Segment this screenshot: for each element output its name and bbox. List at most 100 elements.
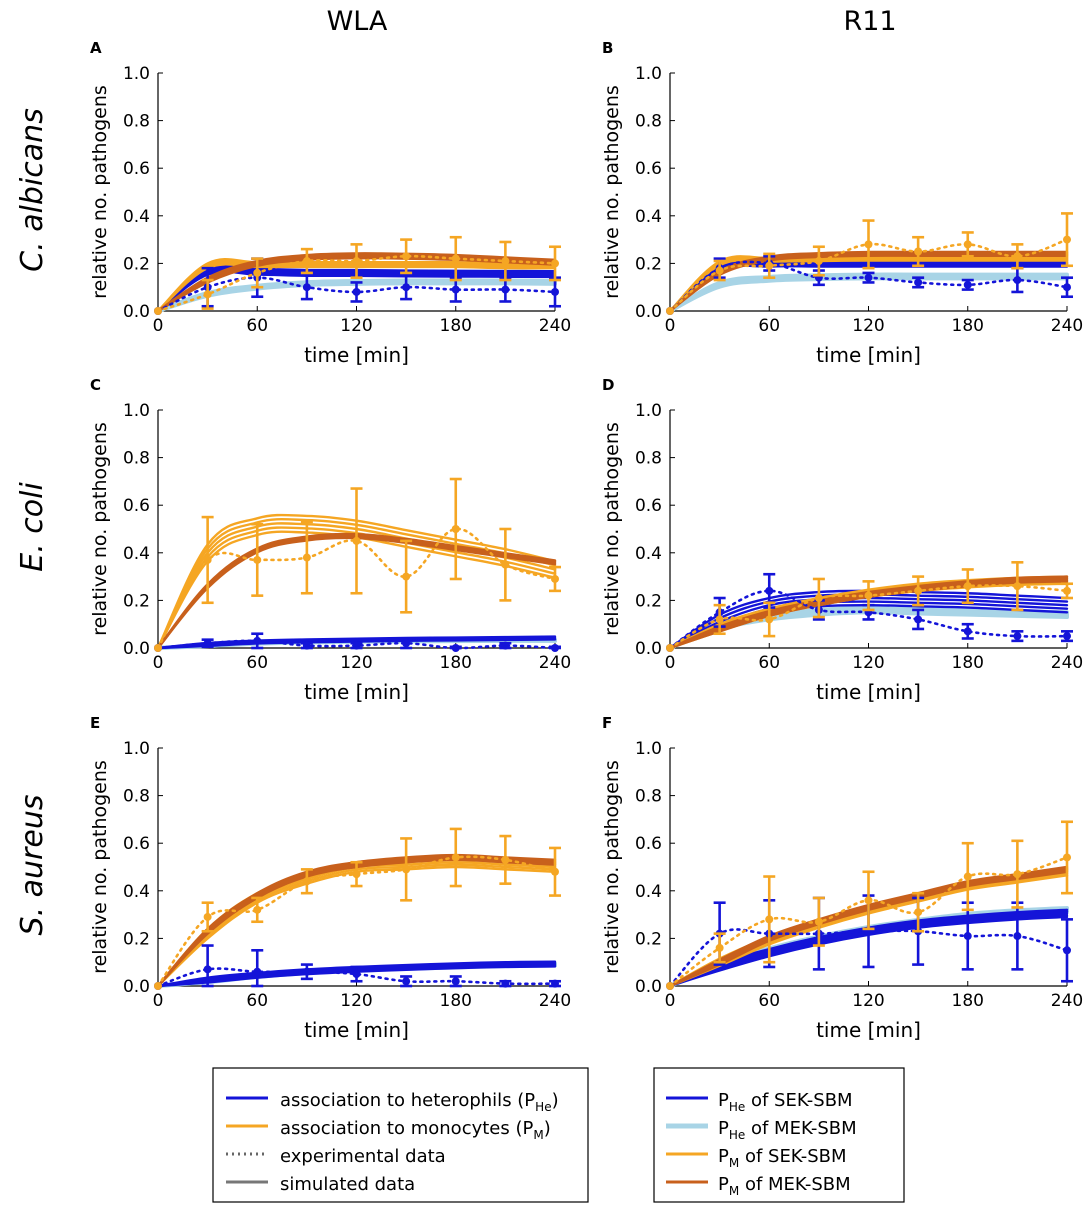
data-point-e-monocytes (352, 870, 361, 879)
x-tick-label-a: 0 (153, 316, 164, 336)
data-point-d-monocytes (814, 594, 823, 603)
data-point-c-monocytes (551, 574, 559, 583)
data-point-a-heterophils (551, 287, 559, 296)
panel-letter-b: B (602, 39, 613, 57)
y-tick-label-d: 0.8 (635, 449, 662, 469)
x-tick-label-d: 240 (1051, 653, 1083, 673)
exp-line-f-heterophils (668, 928, 1069, 988)
y-tick-label-b: 0.8 (635, 112, 662, 132)
data-point-e-monocytes (203, 912, 212, 921)
legend-left-label-3: simulated data (280, 1174, 415, 1195)
data-point-c-monocytes (253, 555, 262, 564)
legend-right-frame (653, 1067, 905, 1203)
data-point-d-monocytes (715, 615, 724, 624)
data-point-origin-b-monocytes (666, 307, 674, 315)
data-point-b-monocytes (1013, 252, 1022, 261)
data-point-f-monocytes (1063, 853, 1071, 862)
x-tick-label-e: 240 (539, 991, 571, 1011)
row-label-s-aureus: S. aureus (15, 795, 50, 936)
data-point-a-heterophils (501, 285, 510, 294)
x-tick-label-a: 180 (440, 316, 472, 336)
x-tick-label-c: 0 (153, 653, 164, 673)
data-point-c-heterophils (451, 644, 460, 652)
data-point-origin-e-monocytes (154, 982, 162, 990)
panel-letter-a: A (90, 39, 102, 57)
data-point-b-heterophils (1063, 283, 1071, 292)
y-tick-label-c: 0.8 (123, 449, 150, 469)
row-label-e-coli: E. coli (15, 482, 50, 572)
data-point-b-monocytes (1063, 235, 1071, 244)
x-tick-label-c: 60 (246, 653, 268, 673)
panel-letter-f: F (602, 714, 612, 732)
data-point-d-monocytes (914, 586, 923, 595)
data-point-d-heterophils (914, 615, 923, 624)
data-point-e-monocytes (402, 865, 411, 874)
x-tick-label-d: 120 (852, 653, 884, 673)
data-point-origin-a-monocytes (154, 307, 162, 315)
y-tick-label-d: 0.6 (635, 496, 662, 516)
y-tick-label-a: 0.4 (123, 207, 150, 227)
panel-d: D 0.0 0.2 0.4 0.6 0.8 1.0 0 60 120 180 240 time [min… (601, 376, 1083, 704)
data-point-f-monocytes (914, 908, 923, 917)
data-point-origin-d-monocytes (666, 644, 674, 652)
panels: A 0.0 0.2 0.4 0.6 0.8 1.0 0 60 120 180 240 time [min… (89, 39, 1083, 1042)
data-point-b-monocytes (765, 261, 774, 270)
data-point-d-monocytes (864, 591, 873, 600)
column-title-wla: WLA (327, 6, 388, 37)
y-tick-label-f: 0.2 (635, 929, 662, 949)
data-point-c-heterophils (402, 639, 411, 648)
x-tick-label-b: 240 (1051, 316, 1083, 336)
data-point-e-heterophils (203, 965, 212, 974)
data-point-c-monocytes (402, 572, 411, 581)
y-tick-label-b: 0.6 (635, 159, 662, 179)
row-label-c-albicans: C. albicans (15, 108, 50, 272)
data-point-e-monocytes (551, 867, 559, 876)
x-tick-label-e: 120 (340, 991, 372, 1011)
data-point-b-monocytes (914, 247, 923, 256)
panel-b: B 0.0 0.2 0.4 0.6 0.8 1.0 0 60 120 180 240 time [min… (601, 39, 1083, 367)
data-point-f-monocytes (864, 896, 873, 905)
legend-right-label-3: PM of MEK-SBM (718, 1174, 851, 1198)
y-axis-label-c: relative no. pathogens (89, 422, 111, 636)
data-point-f-monocytes (715, 943, 724, 952)
data-point-a-monocytes (253, 268, 262, 277)
data-point-a-monocytes (352, 257, 361, 266)
data-point-d-heterophils (765, 586, 774, 595)
x-tick-label-d: 180 (952, 653, 984, 673)
data-point-e-monocytes (501, 855, 510, 864)
panel-f: F 0.0 0.2 0.4 0.6 0.8 1.0 0 60 120 180 240 time [min… (601, 714, 1083, 1042)
panel-letter-d: D (602, 376, 614, 394)
data-point-a-heterophils (451, 285, 460, 294)
y-tick-label-e: 0.4 (123, 882, 150, 902)
data-point-c-monocytes (302, 553, 311, 562)
x-axis-label-c: time [min] (304, 680, 409, 704)
data-point-f-monocytes (1013, 870, 1022, 879)
y-tick-label-f: 0.4 (635, 882, 662, 902)
x-tick-label-c: 240 (539, 653, 571, 673)
legend-left: association to heterophils (PHe) associa… (212, 1067, 589, 1203)
data-point-d-monocytes (1013, 582, 1022, 591)
legend-left-label-0: association to heterophils (PHe) (280, 1090, 559, 1114)
legend-left-frame (212, 1067, 589, 1203)
data-point-b-heterophils (963, 280, 972, 289)
y-tick-label-f: 1.0 (635, 739, 662, 759)
y-tick-label-d: 0.2 (635, 591, 662, 611)
y-tick-label-a: 1.0 (123, 64, 150, 84)
x-tick-label-f: 0 (665, 991, 676, 1011)
data-point-c-heterophils (501, 641, 510, 650)
data-point-d-heterophils (1013, 632, 1022, 641)
x-tick-label-b: 60 (758, 316, 780, 336)
data-point-c-heterophils (551, 644, 559, 652)
y-tick-label-f: 0.6 (635, 834, 662, 854)
data-point-b-monocytes (814, 257, 823, 266)
data-point-d-heterophils (1063, 632, 1071, 641)
x-tick-label-c: 120 (340, 653, 372, 673)
y-axis-label-e: relative no. pathogens (89, 760, 111, 974)
data-point-b-monocytes (963, 240, 972, 249)
data-point-c-heterophils (203, 639, 212, 648)
legend-left-label-1: association to monocytes (PM) (280, 1118, 551, 1142)
x-tick-label-f: 120 (852, 991, 884, 1011)
x-tick-label-a: 240 (539, 316, 571, 336)
data-point-f-heterophils (1063, 946, 1071, 955)
y-tick-label-b: 1.0 (635, 64, 662, 84)
